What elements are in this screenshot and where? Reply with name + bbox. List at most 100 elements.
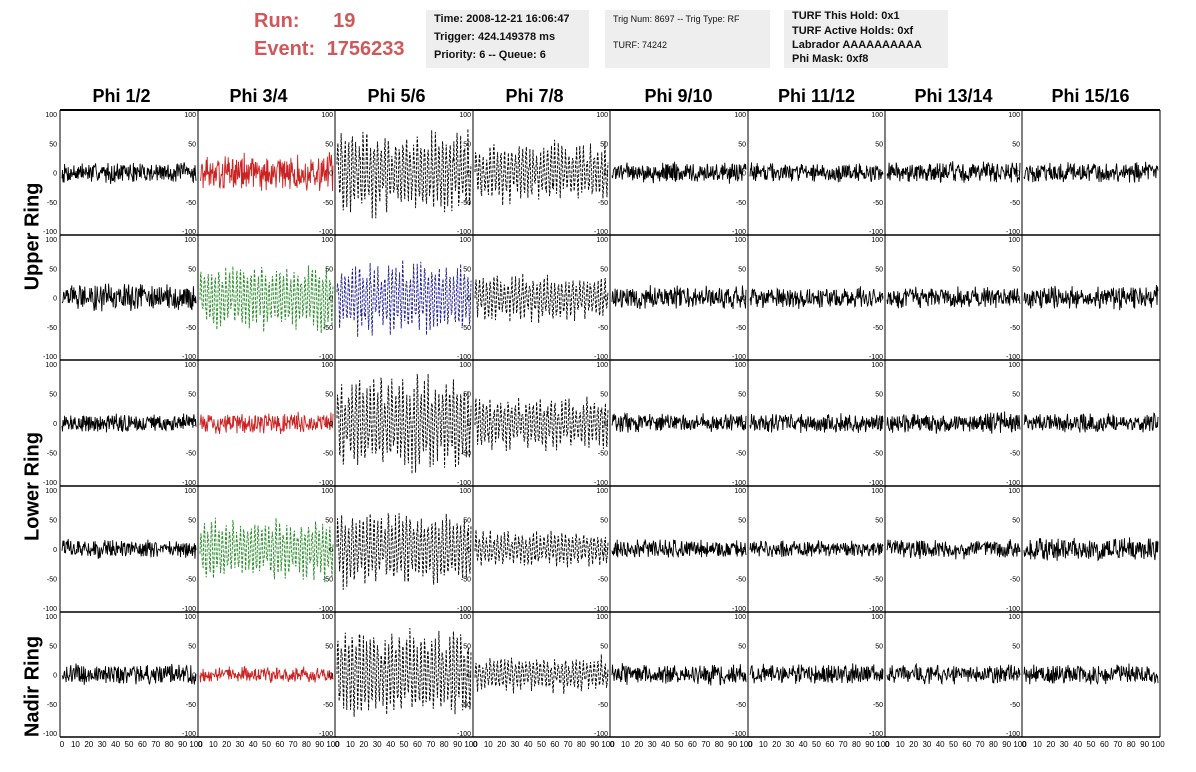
waveform-trace bbox=[611, 412, 747, 433]
y-tick-label: 0 bbox=[53, 296, 57, 303]
x-tick-label: 90 bbox=[590, 740, 599, 749]
y-tick-label: 0 bbox=[467, 296, 471, 303]
y-tick-label: 100 bbox=[459, 362, 471, 369]
y-tick-label: -100 bbox=[1006, 731, 1020, 738]
x-tick-label: 0 bbox=[335, 740, 340, 749]
waveform-trace bbox=[611, 285, 747, 310]
waveform-trace bbox=[1023, 284, 1159, 311]
y-tick-label: 0 bbox=[1016, 421, 1020, 428]
y-tick-label: -50 bbox=[1010, 451, 1020, 458]
y-tick-label: -50 bbox=[186, 325, 196, 332]
y-tick-label: -50 bbox=[736, 577, 746, 584]
waveform-trace bbox=[1023, 537, 1159, 562]
y-tick-label: -50 bbox=[461, 200, 471, 207]
y-tick-label: 50 bbox=[738, 392, 746, 399]
y-tick-label: 100 bbox=[321, 488, 333, 495]
waveform-trace bbox=[474, 396, 609, 452]
x-tick-label: 0 bbox=[885, 740, 890, 749]
run-value: 19 bbox=[333, 10, 356, 32]
y-tick-label: 100 bbox=[45, 112, 57, 119]
x-tick-label: 0 bbox=[473, 740, 478, 749]
y-tick-label: -50 bbox=[598, 451, 608, 458]
x-tick-label: 50 bbox=[537, 740, 546, 749]
x-tick-label: 20 bbox=[634, 740, 643, 749]
y-tick-label: -100 bbox=[182, 480, 196, 487]
y-tick-label: 0 bbox=[53, 171, 57, 178]
waveform-trace bbox=[61, 162, 197, 185]
waveform-trace bbox=[886, 539, 1021, 560]
y-tick-label: -100 bbox=[43, 354, 57, 361]
x-tick-label: 10 bbox=[484, 740, 493, 749]
y-tick-label: 0 bbox=[604, 547, 608, 554]
y-tick-label: -50 bbox=[873, 325, 883, 332]
x-tick-label: 10 bbox=[71, 740, 80, 749]
y-tick-label: -100 bbox=[182, 354, 196, 361]
x-tick-label: 20 bbox=[1046, 740, 1055, 749]
y-tick-label: -100 bbox=[732, 731, 746, 738]
y-tick-label: 0 bbox=[879, 547, 883, 554]
y-tick-label: -50 bbox=[323, 325, 333, 332]
x-tick-label: 100 bbox=[189, 740, 203, 749]
event-label: Event: 1756233 bbox=[254, 38, 405, 61]
y-tick-label: -50 bbox=[461, 702, 471, 709]
y-tick-label: 100 bbox=[1008, 362, 1020, 369]
x-tick-label: 20 bbox=[772, 740, 781, 749]
waveform-trace bbox=[336, 259, 472, 338]
y-tick-label: 50 bbox=[463, 141, 471, 148]
x-tick-label: 20 bbox=[909, 740, 918, 749]
y-tick-label: 100 bbox=[734, 362, 746, 369]
y-tick-label: -50 bbox=[461, 325, 471, 332]
y-tick-label: -100 bbox=[457, 480, 471, 487]
x-tick-label: 70 bbox=[701, 740, 710, 749]
y-tick-label: -100 bbox=[319, 480, 333, 487]
x-tick-label: 70 bbox=[839, 740, 848, 749]
y-tick-label: -100 bbox=[457, 606, 471, 613]
y-tick-label: -100 bbox=[43, 606, 57, 613]
y-tick-label: -100 bbox=[732, 606, 746, 613]
waveform-trace bbox=[61, 663, 197, 685]
x-tick-label: 80 bbox=[715, 740, 724, 749]
y-tick-label: 50 bbox=[49, 392, 57, 399]
y-tick-label: -50 bbox=[598, 325, 608, 332]
y-tick-label: 100 bbox=[184, 112, 196, 119]
y-tick-label: -100 bbox=[182, 606, 196, 613]
y-tick-label: 50 bbox=[600, 392, 608, 399]
waveform-trace bbox=[886, 662, 1021, 686]
y-tick-label: -100 bbox=[319, 606, 333, 613]
x-tick-label: 70 bbox=[976, 740, 985, 749]
x-tick-label: 90 bbox=[315, 740, 324, 749]
y-tick-label: 50 bbox=[1012, 643, 1020, 650]
y-tick-label: -50 bbox=[873, 702, 883, 709]
x-tick-label: 50 bbox=[949, 740, 958, 749]
x-tick-label: 60 bbox=[825, 740, 834, 749]
y-tick-label: 100 bbox=[1008, 237, 1020, 244]
waveform-trace bbox=[611, 663, 747, 686]
x-tick-label: 80 bbox=[852, 740, 861, 749]
x-tick-label: 50 bbox=[125, 740, 134, 749]
x-tick-label: 20 bbox=[497, 740, 506, 749]
waveform-trace bbox=[199, 517, 334, 583]
waveform-trace bbox=[474, 139, 609, 206]
y-tick-label: 50 bbox=[188, 518, 196, 525]
y-tick-label: -100 bbox=[457, 731, 471, 738]
y-tick-label: -100 bbox=[732, 354, 746, 361]
y-tick-label: -100 bbox=[869, 731, 883, 738]
y-tick-label: -100 bbox=[1006, 354, 1020, 361]
x-tick-label: 30 bbox=[648, 740, 657, 749]
y-tick-label: 0 bbox=[742, 547, 746, 554]
y-tick-label: -100 bbox=[319, 354, 333, 361]
waveform-trace bbox=[474, 529, 609, 568]
y-tick-label: 50 bbox=[1012, 392, 1020, 399]
x-tick-label: 40 bbox=[386, 740, 395, 749]
x-tick-label: 60 bbox=[962, 740, 971, 749]
y-tick-label: -100 bbox=[594, 731, 608, 738]
y-tick-label: -50 bbox=[47, 200, 57, 207]
y-tick-label: 0 bbox=[192, 673, 196, 680]
y-tick-label: 100 bbox=[45, 614, 57, 621]
y-tick-label: -100 bbox=[594, 480, 608, 487]
x-tick-label: 90 bbox=[453, 740, 462, 749]
waveform-trace bbox=[61, 283, 197, 312]
y-tick-label: 100 bbox=[321, 112, 333, 119]
y-tick-label: -100 bbox=[182, 229, 196, 236]
